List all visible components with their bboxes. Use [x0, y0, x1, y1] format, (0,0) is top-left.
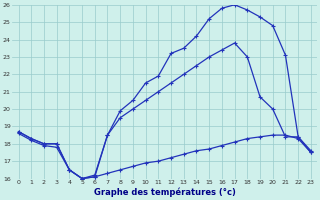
X-axis label: Graphe des températures (°c): Graphe des températures (°c) [94, 188, 236, 197]
